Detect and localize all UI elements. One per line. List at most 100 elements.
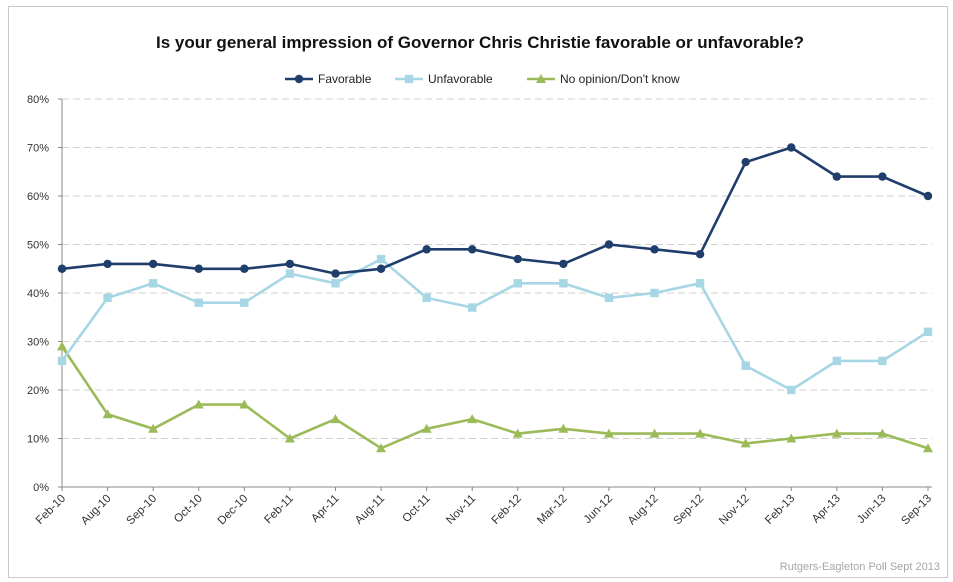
data-point-unfavorable (285, 269, 295, 278)
x-tick-label: Aug-11 (353, 493, 387, 527)
data-point-no-opinion-don-t-know (57, 341, 67, 351)
legend-item-unfavorable: Unfavorable (395, 72, 493, 86)
data-point-no-opinion-don-t-know (193, 399, 204, 409)
data-point-no-opinion-don-t-know (512, 428, 523, 438)
series-line-no-opinion-don-t-know (60, 345, 929, 450)
data-point-favorable (923, 191, 933, 201)
source-note: Rutgers-Eagleton Poll Sept 2013 (780, 561, 940, 573)
data-point-favorable (57, 264, 67, 273)
x-tick-label: Jun-13 (855, 493, 888, 526)
legend-marker (404, 74, 414, 84)
data-point-unfavorable (194, 298, 203, 307)
data-point-favorable (878, 172, 887, 181)
x-tick-label: Feb-11 (262, 493, 296, 527)
data-point-favorable (513, 254, 522, 264)
data-point-favorable (604, 240, 614, 249)
y-tick-label: 0% (33, 482, 49, 494)
data-point-no-opinion-don-t-know (330, 414, 341, 424)
x-tick-label: Sep-13 (899, 493, 934, 528)
y-tick-label: 40% (27, 288, 49, 300)
data-point-no-opinion-don-t-know (148, 423, 159, 433)
data-point-no-opinion-don-t-know (740, 438, 751, 448)
legend-item-no-opinion-don-t-know: No opinion/Don't know (527, 72, 680, 86)
series-line-unfavorable (60, 257, 929, 392)
series-unfavorable (57, 254, 933, 395)
data-point-unfavorable (650, 288, 659, 298)
legend-item-favorable: Favorable (285, 72, 372, 86)
data-point-unfavorable (103, 293, 112, 303)
series-no-opinion-don-t-know (57, 341, 933, 453)
x-tick-label: Nov-11 (444, 493, 478, 527)
data-point-no-opinion-don-t-know (695, 428, 706, 438)
chart-title: Is your general impression of Governor C… (156, 33, 804, 52)
x-tick-label: Feb-13 (763, 493, 797, 527)
data-point-favorable (468, 245, 477, 254)
data-point-unfavorable (468, 303, 477, 312)
data-point-unfavorable (422, 293, 431, 303)
data-point-unfavorable (376, 254, 386, 264)
data-point-favorable (559, 259, 568, 269)
data-point-unfavorable (695, 279, 705, 288)
x-tick-label: Feb-10 (34, 493, 68, 527)
data-point-unfavorable (331, 279, 340, 288)
data-point-no-opinion-don-t-know (558, 423, 569, 433)
x-tick-label: Apr-11 (309, 493, 341, 525)
data-point-favorable (103, 259, 112, 269)
data-point-no-opinion-don-t-know (786, 433, 797, 443)
data-point-unfavorable (878, 356, 887, 366)
x-tick-label: Jun-12 (582, 493, 615, 526)
data-point-no-opinion-don-t-know (421, 423, 432, 433)
y-tick-label: 80% (27, 94, 49, 106)
data-point-no-opinion-don-t-know (239, 399, 250, 409)
legend-marker (536, 74, 546, 83)
data-point-unfavorable (240, 298, 249, 307)
data-point-favorable (787, 143, 796, 152)
data-point-unfavorable (559, 279, 568, 288)
data-point-favorable (741, 157, 750, 167)
data-point-favorable (285, 259, 295, 269)
x-tick-label: Mar-12 (535, 493, 569, 527)
data-point-favorable (650, 245, 659, 254)
y-tick-label: 50% (27, 240, 49, 252)
y-tick-label: 20% (27, 385, 49, 397)
data-point-unfavorable (513, 279, 522, 288)
data-point-no-opinion-don-t-know (603, 428, 614, 438)
y-tick-label: 30% (27, 337, 49, 349)
data-point-no-opinion-don-t-know (923, 443, 933, 453)
data-point-favorable (148, 259, 158, 269)
x-tick-label: Apr-13 (810, 493, 843, 526)
data-point-no-opinion-don-t-know (831, 428, 842, 438)
data-point-unfavorable (148, 279, 158, 288)
legend-label: Favorable (318, 72, 372, 86)
data-point-no-opinion-don-t-know (467, 414, 478, 424)
data-point-no-opinion-don-t-know (284, 433, 295, 443)
x-axis-ticks: Feb-10 Aug-10 Sep-10 Oct-10 Dec-10 Feb-11 Apr-… (34, 487, 934, 527)
series-group (57, 143, 933, 453)
data-point-no-opinion-don-t-know (649, 428, 660, 438)
data-point-unfavorable (604, 293, 614, 303)
data-point-unfavorable (741, 361, 750, 370)
x-tick-label: Aug-12 (626, 493, 661, 528)
series-line-favorable (61, 146, 929, 275)
data-point-unfavorable (923, 327, 933, 336)
y-tick-label: 60% (27, 191, 49, 203)
x-tick-label: Dec-10 (216, 493, 251, 528)
data-point-favorable (695, 250, 705, 259)
legend-marker (294, 74, 304, 84)
data-point-unfavorable (57, 356, 67, 366)
data-point-unfavorable (787, 385, 796, 395)
data-point-favorable (331, 269, 340, 278)
x-tick-label: Oct-10 (172, 493, 205, 526)
x-tick-label: Aug-10 (79, 493, 114, 528)
data-point-favorable (194, 264, 203, 273)
legend-label: No opinion/Don't know (560, 72, 680, 86)
y-tick-label: 70% (27, 143, 49, 155)
legend-label: Unfavorable (428, 72, 493, 86)
y-axis-ticks: 0% 10% 20% 30% 40% 50% 60% 70% 80% (27, 94, 62, 494)
x-tick-label: Feb-12 (490, 493, 524, 527)
data-point-no-opinion-don-t-know (376, 443, 387, 453)
x-tick-label: Sep-12 (672, 493, 707, 528)
data-point-no-opinion-don-t-know (102, 409, 113, 419)
y-tick-label: 10% (27, 434, 49, 446)
